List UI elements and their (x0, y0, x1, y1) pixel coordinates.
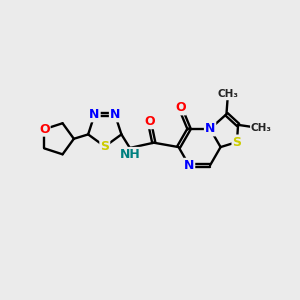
Text: CH₃: CH₃ (251, 123, 272, 133)
Text: NH: NH (119, 148, 140, 161)
Text: N: N (110, 108, 120, 121)
Text: CH₃: CH₃ (218, 89, 239, 99)
Text: N: N (89, 108, 100, 121)
Text: O: O (175, 101, 186, 114)
Text: N: N (184, 159, 194, 172)
Text: S: S (100, 140, 109, 153)
Text: N: N (205, 122, 215, 135)
Text: S: S (232, 136, 242, 148)
Text: O: O (39, 123, 50, 136)
Text: O: O (144, 115, 155, 128)
